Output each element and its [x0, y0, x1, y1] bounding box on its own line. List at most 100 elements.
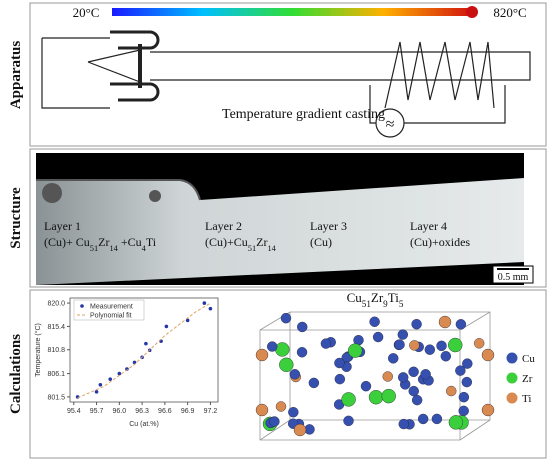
atom-legend-label: Ti — [522, 393, 531, 405]
atom — [308, 377, 320, 389]
atom — [269, 416, 280, 427]
text-part: (Cu)+Cu — [205, 235, 248, 249]
panel-label: Apparatus — [8, 41, 24, 110]
atom — [411, 318, 422, 330]
subscript: 4 — [142, 244, 147, 253]
data-point — [144, 341, 148, 346]
atom — [398, 372, 409, 383]
atom — [431, 413, 443, 425]
atom — [296, 347, 308, 358]
x-axis-label: Cu (at.%) — [129, 421, 159, 428]
subscript: 51 — [362, 299, 371, 309]
atom — [462, 358, 473, 369]
atom — [420, 369, 431, 380]
atom — [481, 403, 495, 417]
micrograph — [36, 178, 524, 285]
atom — [458, 391, 470, 403]
layer-phases: (Cu) — [310, 235, 332, 249]
panel-border — [29, 148, 547, 288]
atom — [372, 331, 384, 343]
atom — [481, 348, 495, 362]
atom — [368, 390, 384, 405]
data-point — [208, 306, 213, 311]
atom — [255, 348, 269, 362]
atom — [411, 394, 423, 406]
y-tick-label: 810.8 — [47, 347, 65, 354]
legend-box — [73, 299, 145, 321]
y-tick-label: 806.1 — [47, 371, 65, 378]
subscript: 14 — [109, 244, 118, 253]
layer-phases: (Cu)+oxides — [410, 235, 470, 249]
layer-name: Layer 1 — [44, 219, 81, 233]
atom — [417, 413, 429, 425]
x-tick-label: 95.4 — [67, 408, 81, 415]
x-tick-label: 95.7 — [90, 408, 104, 415]
data-point — [164, 324, 169, 329]
atom — [297, 321, 308, 333]
layer-phases: (Cu)+Cu51Zr14 — [205, 235, 277, 253]
x-tick-label: 97.2 — [204, 408, 218, 415]
pore — [149, 190, 161, 202]
atom — [409, 340, 420, 351]
atom — [293, 423, 307, 437]
atom — [424, 344, 436, 355]
atom — [267, 341, 278, 352]
y-axis-label: Temperature (°C) — [34, 323, 42, 377]
atom — [343, 415, 354, 427]
text-part: (Cu)+ Cu — [44, 235, 90, 249]
atom-legend-label: Zr — [522, 373, 533, 385]
atom — [394, 339, 405, 350]
atom — [382, 371, 393, 382]
pore — [42, 183, 62, 203]
atom — [369, 316, 380, 327]
atom — [398, 418, 409, 430]
atom — [438, 315, 452, 329]
text-part: Ti — [388, 290, 399, 305]
legend-label: Polynomial fit — [90, 313, 132, 320]
atom — [408, 366, 419, 378]
atom-legend-marker — [506, 352, 518, 364]
text-part: Zr — [98, 235, 109, 249]
atom-legend-marker — [506, 392, 518, 404]
layer-boundary — [36, 179, 201, 201]
atom — [334, 357, 345, 369]
atom-legend-label: Cu — [522, 353, 535, 365]
atom — [474, 338, 485, 349]
panel-border — [29, 289, 547, 459]
subscript: 5 — [399, 299, 404, 309]
atom — [341, 392, 356, 407]
atom — [448, 415, 464, 430]
text-part: Cu — [347, 290, 363, 305]
color-bar-end — [466, 6, 478, 18]
atom — [334, 373, 346, 385]
text-part: Zr — [256, 235, 267, 249]
atom — [255, 403, 269, 417]
atom — [458, 405, 469, 417]
panel-label: Structure — [8, 187, 24, 249]
y-tick-label: 815.4 — [47, 324, 65, 331]
atom — [461, 376, 473, 388]
atom — [436, 340, 447, 352]
atom — [440, 351, 452, 362]
fit-line — [77, 302, 211, 399]
atom — [347, 343, 363, 358]
subscript: 9 — [383, 299, 388, 309]
layer-name: Layer 2 — [205, 219, 242, 233]
atom-legend-marker — [506, 372, 518, 384]
source-symbol: ≈ — [386, 116, 395, 133]
panel-label: Calculations — [8, 334, 24, 414]
apparatus-drawing — [41, 30, 531, 138]
data-point — [125, 367, 129, 371]
atom — [275, 342, 290, 357]
color-bar — [112, 8, 474, 16]
data-point — [98, 382, 103, 387]
atom — [455, 319, 467, 330]
temp-high: 820°C — [493, 5, 526, 20]
scale-bar-label: 0.5 mm — [498, 272, 529, 283]
legend-marker — [80, 304, 84, 308]
text-part: +Cu — [118, 235, 142, 249]
scale-bar-box — [492, 265, 534, 284]
atom — [275, 401, 287, 412]
legend-label: Measurement — [90, 304, 133, 311]
